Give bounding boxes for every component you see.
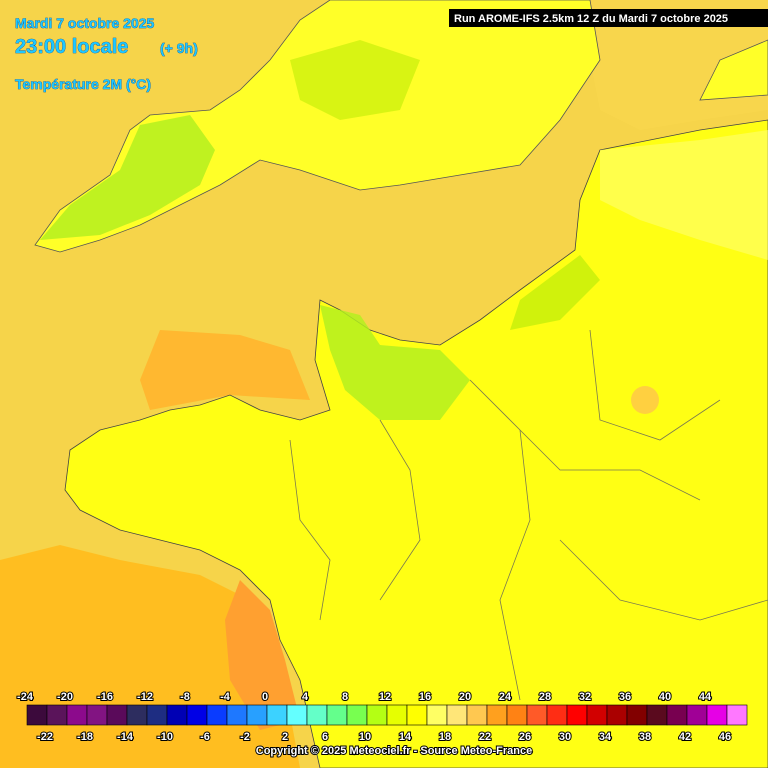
legend-label: -2 <box>240 731 250 743</box>
sea-north <box>240 0 768 130</box>
legend-label: 38 <box>639 731 651 743</box>
legend-label: -4 <box>220 691 231 703</box>
legend-label: 28 <box>539 691 551 703</box>
legend-swatch <box>226 704 248 726</box>
vendee-warm <box>225 580 300 730</box>
legend-swatch <box>646 704 668 726</box>
legend-label: 30 <box>559 731 571 743</box>
legend-label: 36 <box>619 691 631 703</box>
legend-swatch <box>166 704 188 726</box>
color-legend: -24-22-20-18-16-14-12-10-8-6-4-202468101… <box>16 690 748 744</box>
legend-swatch <box>186 704 208 726</box>
legend-label: 20 <box>459 691 471 703</box>
legend-swatch <box>686 704 708 726</box>
map-time: 23:00 locale <box>15 36 128 58</box>
paris-warm <box>631 386 659 414</box>
sea-warm <box>140 330 310 410</box>
copyright: Copyright © 2025 Meteociel.fr - Source M… <box>256 745 532 757</box>
legend-swatch <box>346 704 368 726</box>
legend-swatch <box>606 704 628 726</box>
legend-label: 4 <box>302 691 309 703</box>
legend-swatch <box>26 704 48 726</box>
legend-swatch <box>586 704 608 726</box>
map-variable: Température 2M (°C) <box>15 76 151 92</box>
legend-swatch <box>666 704 688 726</box>
legend-label: -12 <box>137 691 153 703</box>
legend-label: 16 <box>419 691 431 703</box>
legend-label: 40 <box>659 691 671 703</box>
legend-label: -24 <box>17 691 34 703</box>
legend-label: 22 <box>479 731 491 743</box>
legend-swatch <box>126 704 148 726</box>
legend-label: 18 <box>439 731 451 743</box>
legend-swatch <box>566 704 588 726</box>
legend-swatch <box>66 704 88 726</box>
legend-swatch <box>706 704 728 726</box>
netherlands <box>699 39 768 101</box>
legend-label: -6 <box>200 731 210 743</box>
legend-label: 42 <box>679 731 691 743</box>
legend-swatch <box>626 704 648 726</box>
legend-swatch <box>546 704 568 726</box>
legend-swatch <box>446 704 468 726</box>
legend-label: 10 <box>359 731 371 743</box>
legend-label: -22 <box>37 731 53 743</box>
legend-label: -18 <box>77 731 93 743</box>
legend-swatch <box>106 704 128 726</box>
run-info: Run AROME-IFS 2.5km 12 Z du Mardi 7 octo… <box>454 13 728 25</box>
legend-label: 26 <box>519 731 531 743</box>
legend-swatch <box>306 704 328 726</box>
legend-swatch <box>526 704 548 726</box>
run-bar <box>449 9 768 27</box>
legend-swatch <box>246 704 268 726</box>
legend-swatch <box>206 704 228 726</box>
legend-label: -10 <box>157 731 173 743</box>
map-date: Mardi 7 octobre 2025 <box>15 15 154 31</box>
legend-swatch <box>46 704 68 726</box>
north-pale <box>600 130 768 260</box>
england-green <box>40 115 215 240</box>
legend-swatch <box>506 704 528 726</box>
legend-label: 0 <box>262 691 268 703</box>
legend-label: 8 <box>342 691 348 703</box>
legend-label: 44 <box>699 691 712 703</box>
legend-label: 46 <box>719 731 731 743</box>
legend-label: 32 <box>579 691 591 703</box>
legend-swatch <box>466 704 488 726</box>
legend-label: 24 <box>499 691 512 703</box>
legend-swatch <box>406 704 428 726</box>
legend-label: 12 <box>379 691 391 703</box>
normandy-green <box>320 305 470 420</box>
legend-swatch <box>726 704 748 726</box>
legend-label: -20 <box>57 691 73 703</box>
legend-label: 34 <box>599 731 612 743</box>
legend-swatch <box>366 704 388 726</box>
legend-swatch <box>146 704 168 726</box>
map-lead: (+ 9h) <box>160 40 198 56</box>
legend-swatch <box>486 704 508 726</box>
legend-label: 14 <box>399 731 412 743</box>
legend-swatch <box>326 704 348 726</box>
legend-label: -16 <box>97 691 113 703</box>
legend-swatch <box>286 704 308 726</box>
legend-label: 6 <box>322 731 328 743</box>
picardy-green <box>510 255 600 330</box>
legend-swatch <box>86 704 108 726</box>
legend-swatch <box>386 704 408 726</box>
england-green2 <box>290 40 420 120</box>
legend-label: -8 <box>180 691 190 703</box>
legend-label: -14 <box>117 731 134 743</box>
legend-swatch <box>266 704 288 726</box>
legend-label: 2 <box>282 731 288 743</box>
region-borders <box>289 329 768 701</box>
legend-swatch <box>426 704 448 726</box>
